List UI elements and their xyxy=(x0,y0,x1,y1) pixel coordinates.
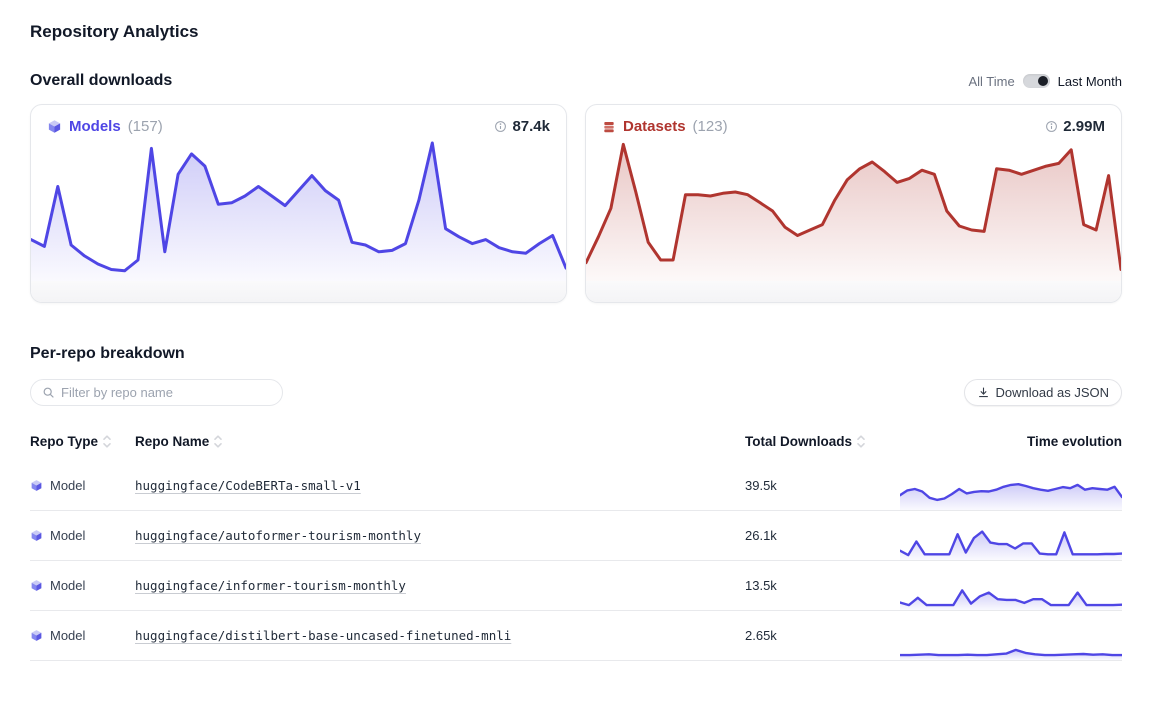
datasets-total-value: 2.99M xyxy=(1063,118,1105,135)
toggle-switch-dot xyxy=(1037,76,1048,86)
total-downloads-cell: 13.5k xyxy=(745,578,777,593)
models-card: Models (157) 87.4k xyxy=(30,104,567,303)
info-icon[interactable] xyxy=(494,120,507,133)
datasets-label: Datasets xyxy=(623,118,686,135)
toggle-last-month-label[interactable]: Last Month xyxy=(1057,73,1122,89)
search-icon xyxy=(42,386,55,399)
models-card-header: Models (157) 87.4k xyxy=(31,105,566,139)
repo-type-cell: Model xyxy=(30,578,135,593)
page-title: Repository Analytics xyxy=(30,22,199,41)
download-json-label: Download as JSON xyxy=(995,385,1109,400)
download-json-button[interactable]: Download as JSON xyxy=(963,379,1122,406)
toggle-all-time-label[interactable]: All Time xyxy=(968,73,1015,89)
repo-filter[interactable] xyxy=(30,379,283,406)
sort-icon[interactable] xyxy=(857,435,865,448)
model-cube-icon xyxy=(30,529,43,542)
sort-icon[interactable] xyxy=(103,435,111,448)
repo-type-cell: Model xyxy=(30,628,135,643)
table-row: Model huggingface/CodeBERTa-small-v1 39.… xyxy=(30,461,1122,511)
repo-name-link[interactable]: huggingface/autoformer-tourism-monthly xyxy=(135,528,421,543)
model-cube-icon xyxy=(47,119,62,134)
per-repo-table: Repo Type Repo Name Total Downloads Time… xyxy=(30,426,1122,661)
header-total-downloads[interactable]: Total Downloads xyxy=(745,434,893,449)
download-icon xyxy=(977,386,990,399)
repo-filter-input[interactable] xyxy=(61,385,271,400)
datasets-card-title: Datasets (123) xyxy=(602,118,728,135)
models-label: Models xyxy=(69,118,121,135)
sparkline-chart[interactable] xyxy=(900,468,1122,510)
repo-type-cell: Model xyxy=(30,528,135,543)
repo-name-link[interactable]: huggingface/informer-tourism-monthly xyxy=(135,578,406,593)
models-total-value: 87.4k xyxy=(512,118,550,135)
info-icon[interactable] xyxy=(1045,120,1058,133)
repo-name-link[interactable]: huggingface/CodeBERTa-small-v1 xyxy=(135,478,361,493)
total-downloads-cell: 39.5k xyxy=(745,478,777,493)
datasets-chart-axis-strip xyxy=(586,281,1121,302)
sparkline-chart[interactable] xyxy=(900,568,1122,610)
time-evolution-cell xyxy=(893,518,1122,560)
table-controls: Download as JSON xyxy=(30,379,1122,406)
dataset-rows-icon xyxy=(602,120,616,134)
total-downloads-cell: 26.1k xyxy=(745,528,777,543)
table-row: Model huggingface/distilbert-base-uncase… xyxy=(30,611,1122,661)
total-downloads-cell: 2.65k xyxy=(745,628,777,643)
repository-analytics-page: Repository Analytics Overall downloads A… xyxy=(30,22,1122,661)
overall-cards: Models (157) 87.4k Datase xyxy=(30,104,1122,303)
models-area-chart[interactable] xyxy=(31,139,566,281)
time-evolution-cell xyxy=(893,468,1122,510)
time-evolution-cell xyxy=(893,568,1122,610)
per-repo-breakdown-title: Per-repo breakdown xyxy=(30,345,185,362)
models-total: 87.4k xyxy=(494,118,550,135)
overall-downloads-header: Overall downloads All Time Last Month xyxy=(30,72,1122,90)
datasets-total: 2.99M xyxy=(1045,118,1105,135)
models-card-title: Models (157) xyxy=(47,118,163,135)
time-evolution-cell xyxy=(893,618,1122,660)
sparkline-chart[interactable] xyxy=(900,618,1122,660)
table-row: Model huggingface/informer-tourism-month… xyxy=(30,561,1122,611)
datasets-card: Datasets (123) 2.99M xyxy=(585,104,1122,303)
table-header-row: Repo Type Repo Name Total Downloads Time… xyxy=(30,426,1122,461)
sort-icon[interactable] xyxy=(214,435,223,448)
repo-type-cell: Model xyxy=(30,478,135,493)
header-repo-type[interactable]: Repo Type xyxy=(30,434,135,449)
model-cube-icon xyxy=(30,479,43,492)
overall-downloads-title: Overall downloads xyxy=(30,72,173,89)
time-range-toggle[interactable]: All Time Last Month xyxy=(968,74,1122,89)
models-chart-axis-strip xyxy=(31,281,566,302)
sparkline-chart[interactable] xyxy=(900,518,1122,560)
model-cube-icon xyxy=(30,579,43,592)
models-count: (157) xyxy=(127,118,163,135)
header-time-evolution: Time evolution xyxy=(1026,434,1122,449)
datasets-count: (123) xyxy=(692,118,728,135)
toggle-switch[interactable] xyxy=(1022,74,1050,88)
table-row: Model huggingface/autoformer-tourism-mon… xyxy=(30,511,1122,561)
header-repo-name[interactable]: Repo Name xyxy=(135,434,745,449)
model-cube-icon xyxy=(30,629,43,642)
repo-name-link[interactable]: huggingface/distilbert-base-uncased-fine… xyxy=(135,628,512,643)
datasets-area-chart[interactable] xyxy=(586,139,1121,281)
datasets-card-header: Datasets (123) 2.99M xyxy=(586,105,1121,139)
